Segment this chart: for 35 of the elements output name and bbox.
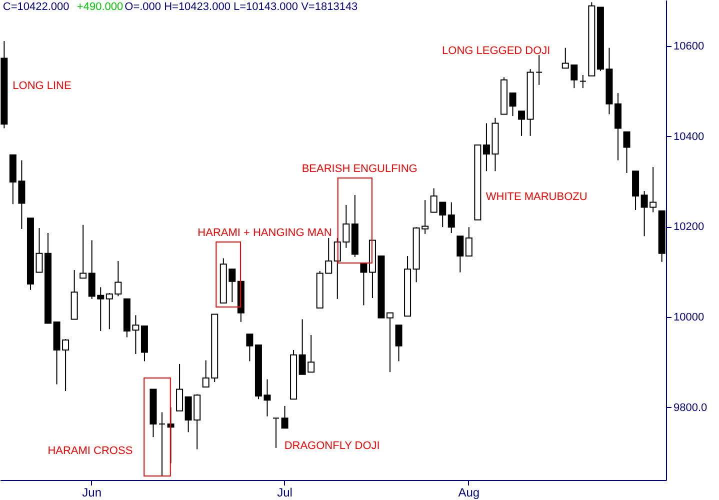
candlestick — [456, 236, 464, 273]
candlestick — [448, 202, 455, 234]
candlestick — [360, 262, 368, 306]
y-tick-label: 10400 — [674, 130, 704, 143]
annotation: HARAMI CROSS — [48, 445, 133, 457]
candlestick — [281, 405, 288, 429]
x-tick-label: Jun — [82, 486, 102, 500]
x-tick-label: Jul — [277, 486, 292, 500]
candlestick — [509, 92, 516, 117]
y-tick-label: 10000 — [674, 311, 704, 324]
annotation: HARAMI + HANGING MAN — [198, 227, 332, 239]
candlestick — [246, 334, 254, 362]
annotation: BEARISH ENGULFING — [302, 163, 418, 175]
candlestick — [536, 54, 543, 86]
annotation: LONG LINE — [12, 80, 72, 92]
candlestick — [579, 74, 586, 89]
annotation: +490.000 — [76, 1, 124, 13]
annotation: C=10422.000 — [2, 1, 70, 13]
y-tick-label: 10200 — [674, 221, 704, 234]
candlestick — [158, 412, 166, 476]
candlestick — [176, 363, 184, 412]
annotation: WHITE MARUBOZU — [486, 191, 588, 203]
candlestick — [80, 224, 87, 279]
candlestick — [623, 131, 630, 174]
x-tick-label: Aug — [458, 486, 480, 500]
candlestick — [395, 324, 402, 362]
annotation: LONG LEGGED DOJI — [442, 45, 550, 57]
annotation: O=.000 H=10423.000 L=10143.000 V=1813143 — [124, 1, 358, 13]
candlestick — [272, 418, 280, 448]
annotation: DRAGONFLY DOJI — [284, 440, 380, 452]
candlestick — [518, 110, 526, 136]
candlestick — [386, 312, 394, 373]
y-tick-label: 10600 — [674, 40, 704, 53]
candlestick — [465, 226, 472, 257]
y-tick-label: 9800.0 — [674, 402, 708, 414]
